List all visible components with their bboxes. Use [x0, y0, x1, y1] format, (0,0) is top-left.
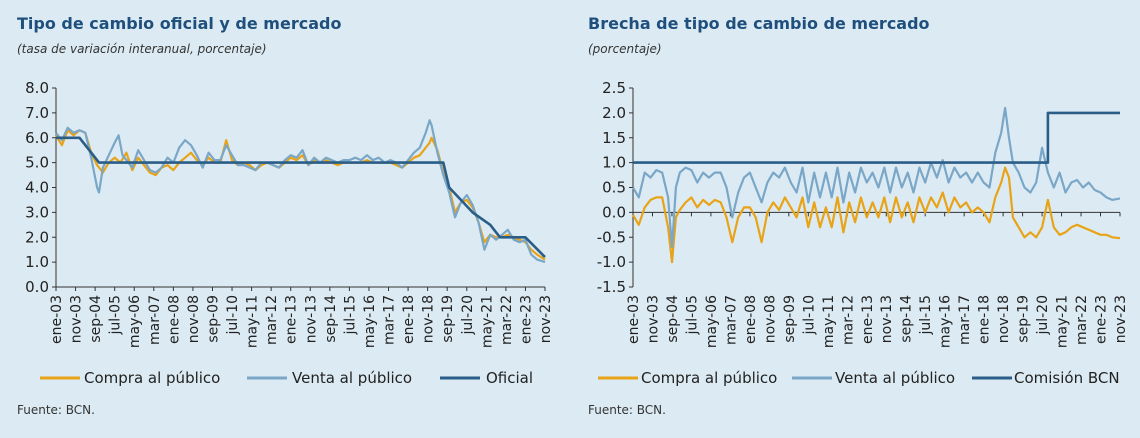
x-tick-label: may-21: [479, 295, 495, 348]
x-tick-label: may-16: [362, 295, 378, 348]
x-tick-label: ene-08: [743, 295, 759, 344]
x-tick-label: may-11: [821, 295, 837, 348]
y-tick-label: 0.0: [602, 203, 626, 221]
x-tick-label: may-21: [1055, 295, 1071, 348]
chart-subtitle: (tasa de variación interanual, porcentaj…: [17, 42, 267, 56]
x-tick-label: may-06: [704, 295, 720, 348]
x-tick-label: ene-23: [518, 295, 534, 344]
series-line: [632, 106, 1121, 249]
x-tick-label: jul-20: [1035, 295, 1051, 336]
x-tick-label: ene-18: [401, 295, 417, 344]
x-tick-label: may-06: [127, 295, 143, 348]
chart-panel-right: Brecha de tipo de cambio de mercado (por…: [570, 0, 1140, 438]
series-line: [56, 136, 546, 259]
y-tick-label: 2.5: [602, 79, 626, 97]
x-tick-label: mar-07: [723, 295, 739, 345]
chart-panel-left: Tipo de cambio oficial y de mercado (tas…: [17, 14, 554, 417]
series-line: [55, 129, 546, 261]
source-note: Fuente: BCN.: [17, 403, 95, 417]
source-note: Fuente: BCN.: [588, 403, 666, 417]
y-tick-label: -0.5: [597, 228, 626, 246]
x-tick-label: ene-13: [284, 295, 300, 344]
x-tick-label: jul-10: [225, 295, 241, 336]
y-tick-label: -1.0: [597, 253, 626, 271]
x-tick-label: nov-18: [996, 295, 1012, 343]
legend-label: Venta al público: [292, 369, 412, 387]
x-tick-label: nov-23: [538, 295, 554, 343]
x-tick-label: nov-18: [421, 295, 437, 343]
series-line: [55, 119, 546, 264]
y-tick-label: 5.0: [25, 154, 49, 172]
x-tick-label: nov-08: [186, 295, 202, 343]
x-tick-label: mar-07: [147, 295, 163, 345]
y-tick-label: 2.0: [602, 104, 626, 122]
x-tick-label: nov-08: [762, 295, 778, 343]
x-tick-label: ene-03: [626, 295, 642, 344]
x-tick-label: nov-03: [69, 295, 85, 343]
x-tick-label: sep-19: [440, 295, 456, 343]
x-tick-label: ene-08: [166, 295, 182, 344]
y-tick-label: 0.0: [25, 278, 49, 296]
x-tick-label: mar-22: [499, 295, 515, 345]
x-tick-label: sep-09: [782, 295, 798, 343]
x-tick-label: nov-03: [645, 295, 661, 343]
legend-label: Venta al público: [835, 369, 955, 387]
x-tick-label: nov-13: [303, 295, 319, 343]
x-tick-label: nov-13: [879, 295, 895, 343]
y-tick-label: -1.5: [597, 278, 626, 296]
chart-subtitle: (porcentaje): [588, 42, 662, 56]
series-line: [632, 166, 1121, 264]
y-tick-label: 2.0: [25, 228, 49, 246]
x-tick-label: sep-19: [1016, 295, 1032, 343]
x-tick-label: sep-14: [323, 295, 339, 343]
legend-label: Compra al público: [84, 369, 220, 387]
x-tick-label: mar-17: [382, 295, 398, 345]
y-tick-label: 3.0: [25, 203, 49, 221]
x-tick-label: jul-15: [918, 295, 934, 336]
x-tick-label: ene-03: [49, 295, 65, 344]
x-tick-label: mar-12: [840, 295, 856, 345]
y-tick-label: 4.0: [25, 179, 49, 197]
x-tick-label: sep-04: [88, 295, 104, 343]
y-tick-label: 1.5: [602, 129, 626, 147]
x-tick-label: jul-05: [108, 295, 124, 336]
x-tick-label: sep-04: [665, 295, 681, 343]
legend-label: Comisión BCN: [1014, 369, 1120, 387]
series-line: [633, 111, 1120, 164]
x-tick-label: ene-23: [1094, 295, 1110, 344]
x-tick-label: mar-12: [264, 295, 280, 345]
x-tick-label: nov-23: [1113, 295, 1129, 343]
x-tick-label: ene-13: [860, 295, 876, 344]
y-tick-label: 1.0: [25, 253, 49, 271]
x-tick-label: may-16: [938, 295, 954, 348]
legend-label: Oficial: [486, 369, 533, 387]
x-tick-label: jul-15: [342, 295, 358, 336]
chart-title: Brecha de tipo de cambio de mercado: [588, 14, 930, 33]
x-tick-label: may-11: [245, 295, 261, 348]
chart-title: Tipo de cambio oficial y de mercado: [17, 14, 342, 33]
x-tick-label: ene-18: [977, 295, 993, 344]
y-tick-label: 7.0: [25, 104, 49, 122]
x-tick-label: sep-09: [205, 295, 221, 343]
y-tick-label: 8.0: [25, 79, 49, 97]
x-tick-label: sep-14: [899, 295, 915, 343]
y-tick-label: 1.0: [602, 154, 626, 172]
x-tick-label: mar-17: [957, 295, 973, 345]
y-tick-label: 6.0: [25, 129, 49, 147]
x-tick-label: jul-05: [684, 295, 700, 336]
x-tick-label: jul-10: [801, 295, 817, 336]
x-tick-label: jul-20: [460, 295, 476, 336]
y-tick-label: 0.5: [602, 179, 626, 197]
x-tick-label: mar-22: [1074, 295, 1090, 345]
legend-label: Compra al público: [641, 369, 777, 387]
